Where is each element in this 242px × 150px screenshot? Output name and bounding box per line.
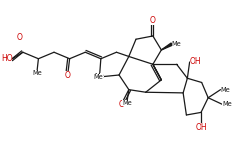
Text: O: O (17, 33, 23, 42)
Text: O: O (65, 70, 71, 80)
Text: OH: OH (195, 123, 207, 132)
Text: O: O (150, 16, 156, 25)
Text: Me: Me (222, 101, 232, 107)
Text: Me: Me (93, 74, 103, 80)
Text: O: O (118, 100, 124, 109)
Text: Me: Me (32, 70, 42, 76)
Text: Me: Me (220, 87, 230, 93)
Polygon shape (161, 43, 172, 50)
Text: OH: OH (190, 57, 201, 66)
Text: Me: Me (172, 41, 182, 47)
Text: Me: Me (95, 73, 105, 79)
Text: Me: Me (122, 100, 132, 106)
Text: HO: HO (1, 54, 12, 63)
